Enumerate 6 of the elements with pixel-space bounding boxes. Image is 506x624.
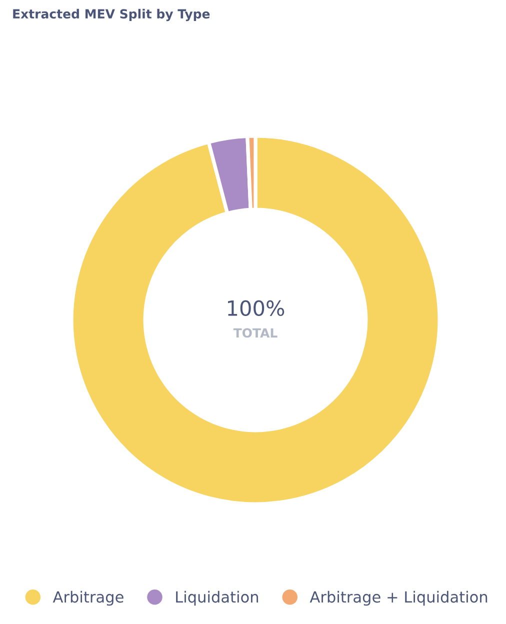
chart-title: Extracted MEV Split by Type [13,8,210,22]
text: 100% [228,300,284,316]
legend-label: Liquidation [176,590,258,606]
legend-label: Arbitrage + Liquidation [310,590,488,606]
text: TOTAL [233,328,278,338]
legend-label: Arbitrage [52,590,124,606]
